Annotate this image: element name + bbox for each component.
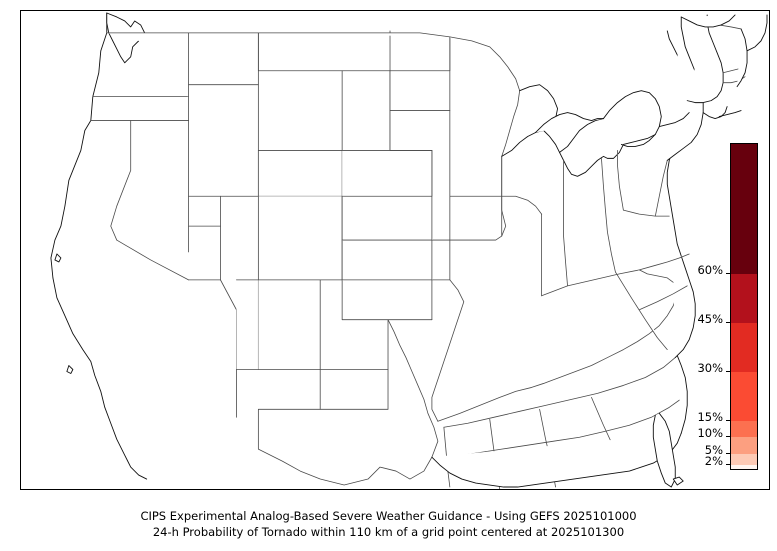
caption-line-2: 24-h Probability of Tornado within 110 k… — [152, 525, 625, 539]
colorbar-band-30-45 — [731, 323, 757, 372]
colorbar-tick-label: 60% — [697, 263, 723, 277]
colorbar-band-15-30 — [731, 372, 757, 421]
tick-mark-icon — [726, 419, 730, 421]
tick-mark-icon — [726, 435, 730, 437]
tick-mark-icon — [726, 272, 730, 274]
tick-mark-icon — [726, 463, 730, 465]
colorbar-tick-label: 2% — [704, 454, 723, 468]
colorbar-tick-label: 45% — [697, 312, 723, 326]
colorbar-band-0-2 — [731, 465, 757, 469]
caption-line-1: CIPS Experimental Analog-Based Severe We… — [140, 509, 637, 523]
conus-map-svg — [21, 11, 769, 489]
figure-caption: CIPS Experimental Analog-Based Severe We… — [0, 508, 777, 540]
colorbar-band-10-15 — [731, 421, 757, 437]
tick-mark-icon — [726, 370, 730, 372]
colorbar-band-2-5 — [731, 454, 757, 465]
tick-mark-icon — [726, 321, 730, 323]
colorbar-band-60-100 — [731, 144, 757, 274]
colorbar-tick-label: 10% — [697, 426, 723, 440]
map-axes — [20, 10, 770, 490]
colorbar-band-45-60 — [731, 274, 757, 323]
probability-colorbar — [730, 143, 758, 470]
colorbar-tick-group: 60% 45% 30% 15% 10% 5% 2% — [600, 130, 730, 490]
colorbar-band-5-10 — [731, 437, 757, 454]
colorbar-tick-label: 30% — [697, 361, 723, 375]
colorbar-tick-label: 15% — [697, 410, 723, 424]
tick-mark-icon — [726, 452, 730, 454]
colorbar-tick-label: 5% — [704, 443, 723, 457]
